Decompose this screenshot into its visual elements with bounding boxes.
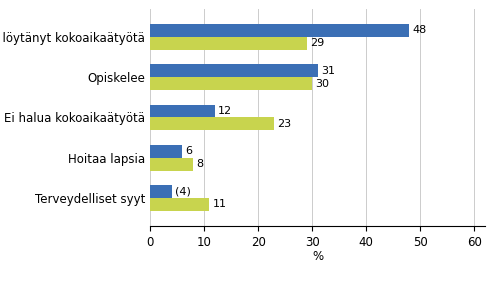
Text: 48: 48 [412,26,427,35]
Bar [150,37,306,50]
Bar [150,77,312,90]
Bar [150,64,318,77]
Text: 6: 6 [186,146,192,156]
Bar [150,145,182,158]
Bar [150,24,409,37]
Bar [150,105,215,117]
Bar [150,158,193,171]
Text: 8: 8 [196,159,203,169]
Bar [150,198,210,211]
X-axis label: %: % [312,250,323,263]
Text: 29: 29 [310,38,324,48]
Text: 11: 11 [212,200,226,209]
Text: (4): (4) [175,186,190,197]
Bar [150,185,172,198]
Text: 23: 23 [278,119,291,129]
Text: 30: 30 [316,79,330,89]
Text: 31: 31 [320,66,334,76]
Bar [150,117,274,130]
Text: 12: 12 [218,106,232,116]
